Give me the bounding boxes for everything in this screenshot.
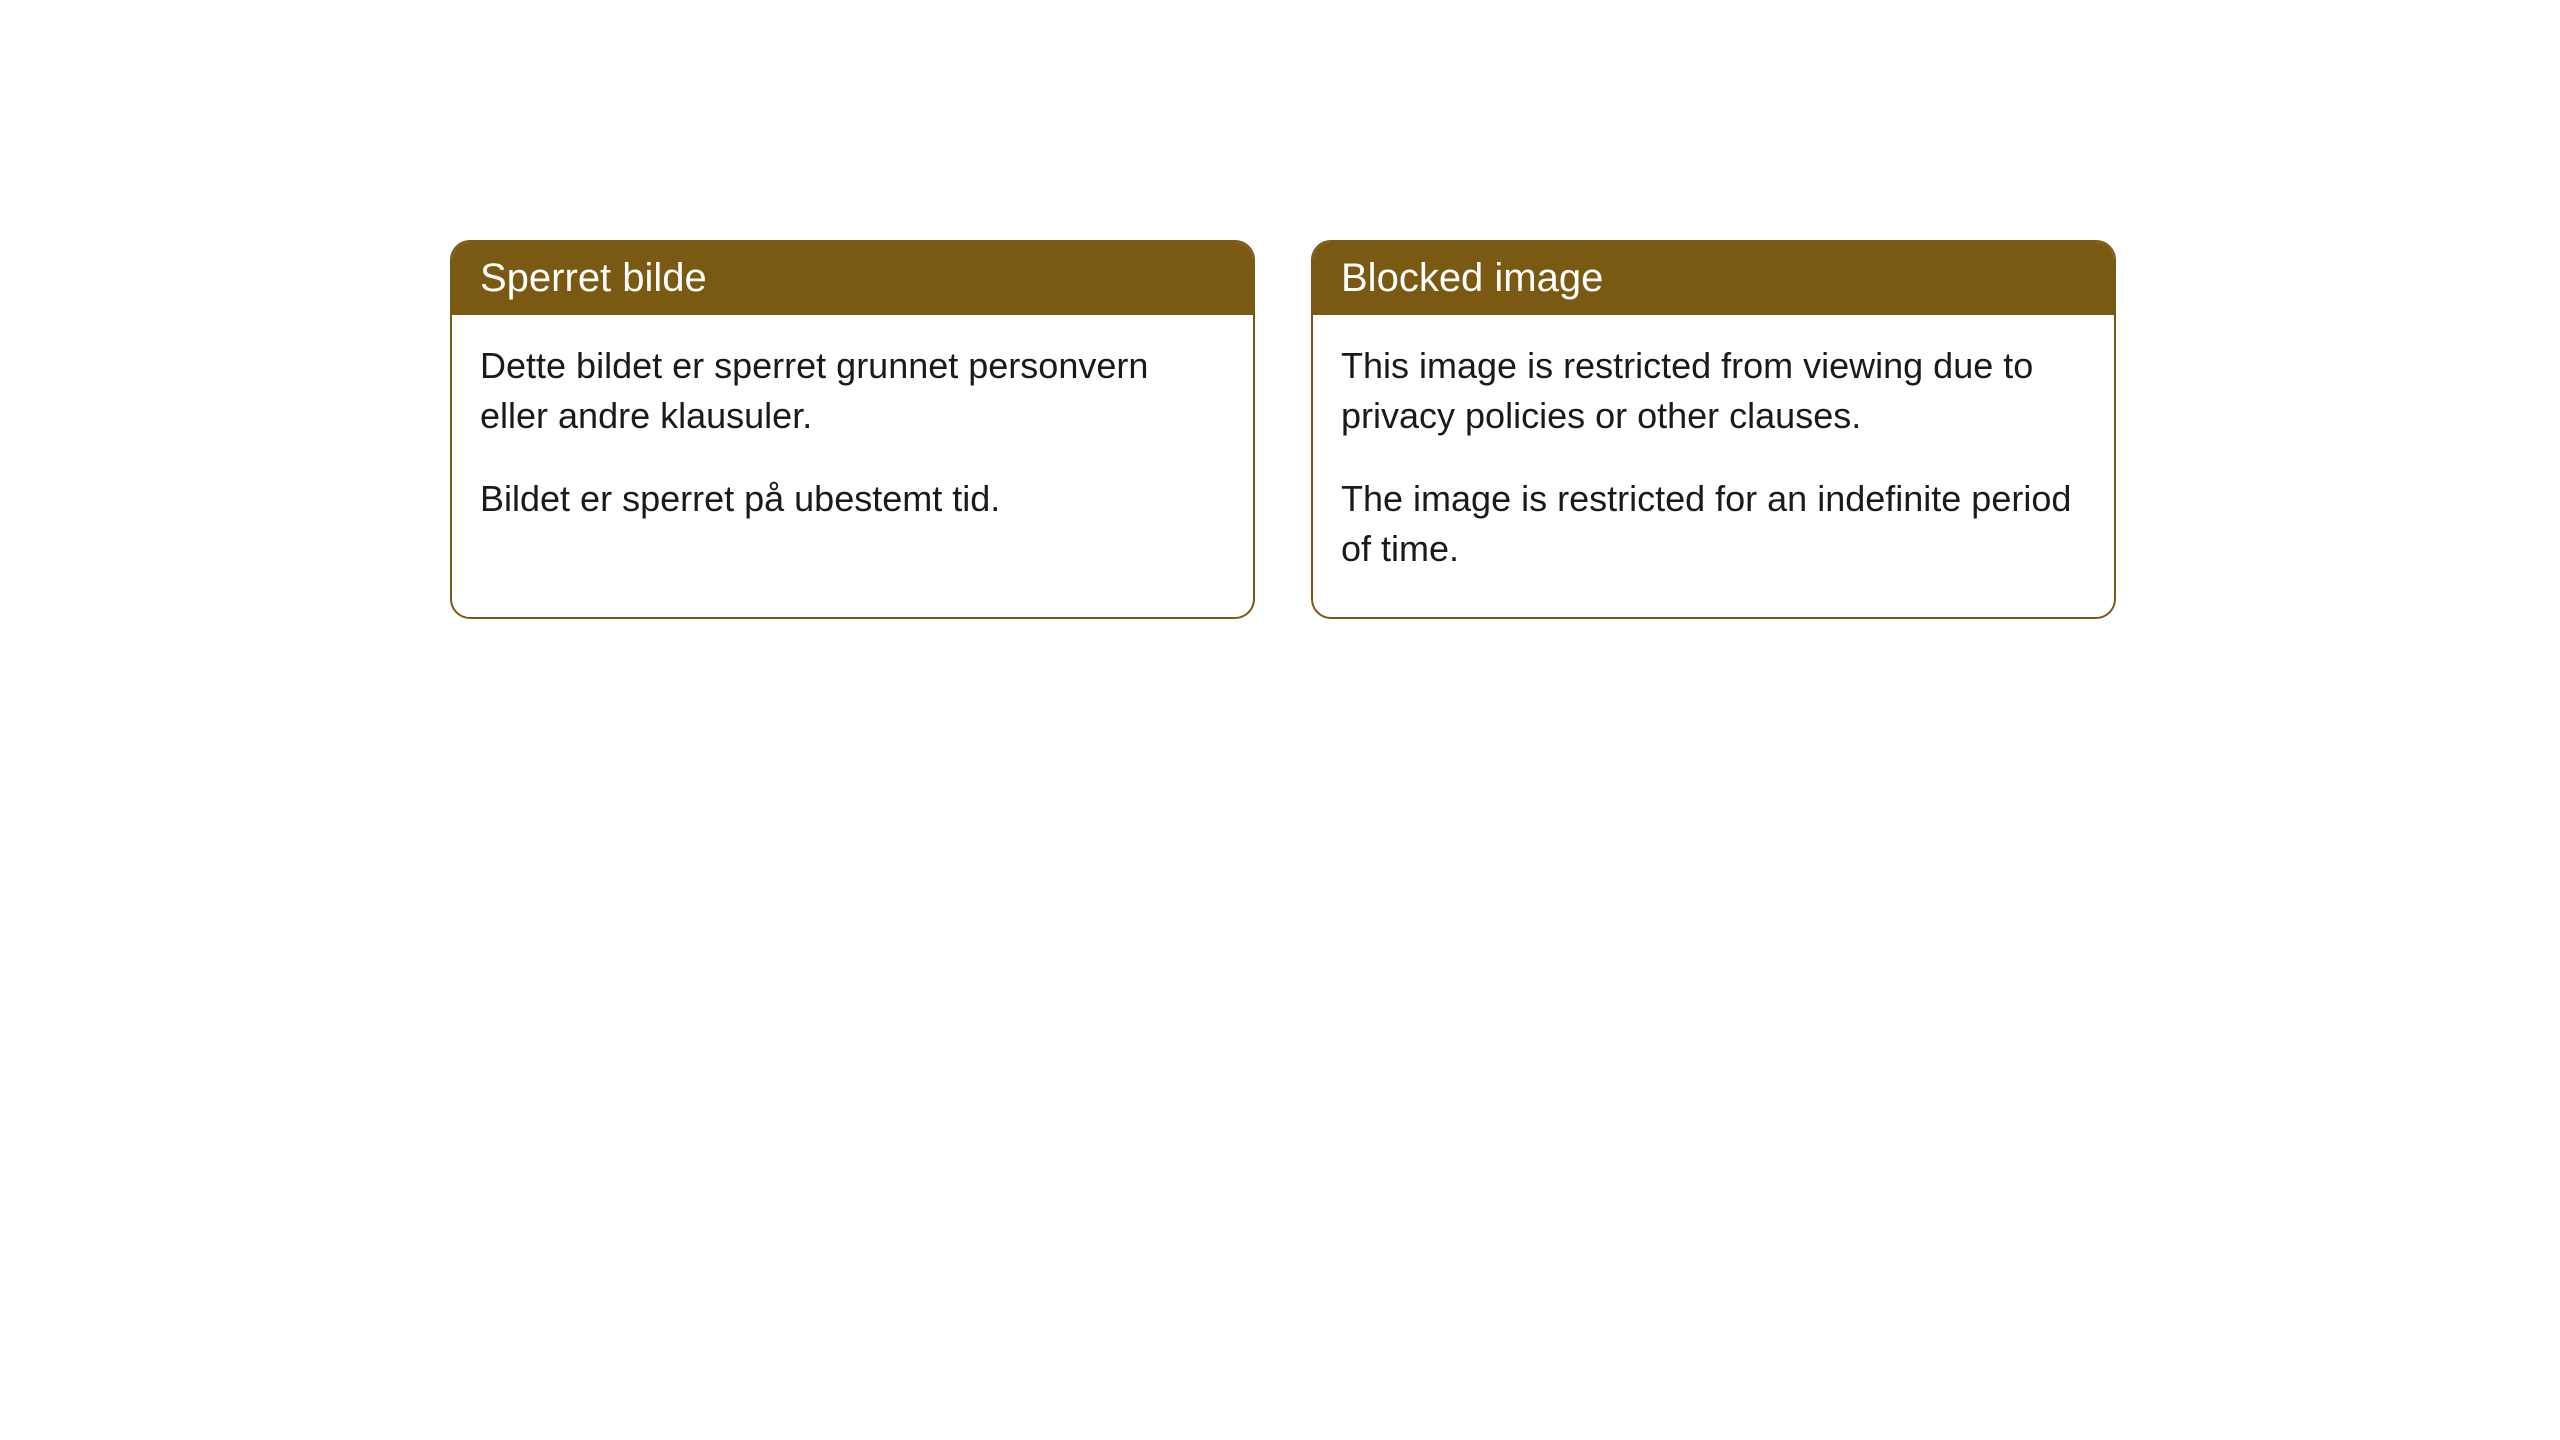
card-title: Blocked image [1341,256,1603,300]
notice-card-english: Blocked image This image is restricted f… [1311,240,2116,619]
notice-cards-container: Sperret bilde Dette bildet er sperret gr… [450,240,2560,619]
card-paragraph: Dette bildet er sperret grunnet personve… [480,341,1225,442]
card-body: This image is restricted from viewing du… [1313,315,2114,617]
card-body: Dette bildet er sperret grunnet personve… [452,315,1253,566]
card-title: Sperret bilde [480,256,707,300]
card-header: Blocked image [1313,242,2114,315]
card-paragraph: This image is restricted from viewing du… [1341,341,2086,442]
card-paragraph: The image is restricted for an indefinit… [1341,474,2086,575]
notice-card-norwegian: Sperret bilde Dette bildet er sperret gr… [450,240,1255,619]
card-header: Sperret bilde [452,242,1253,315]
card-paragraph: Bildet er sperret på ubestemt tid. [480,474,1225,524]
